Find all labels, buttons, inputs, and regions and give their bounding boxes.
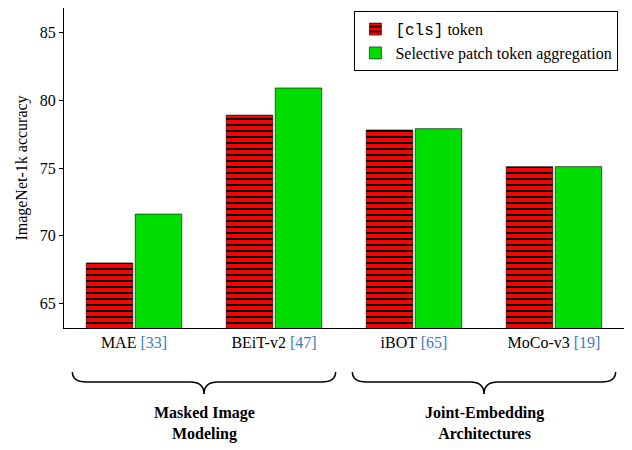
svg-text:MAE [33]: MAE [33] — [101, 334, 167, 351]
svg-text:[cls] token: [cls] token — [395, 21, 483, 40]
svg-text:Joint-EmbeddingArchitectures: Joint-EmbeddingArchitectures — [425, 404, 544, 442]
svg-text:Masked ImageModeling: Masked ImageModeling — [154, 404, 255, 443]
svg-text:ImageNet-1k accuracy: ImageNet-1k accuracy — [13, 95, 31, 240]
svg-text:75: 75 — [40, 160, 56, 177]
svg-text:65: 65 — [40, 295, 56, 312]
svg-text:iBOT [65]: iBOT [65] — [381, 334, 448, 351]
svg-text:MoCo-v3 [19]: MoCo-v3 [19] — [508, 334, 601, 351]
svg-text:80: 80 — [40, 92, 56, 109]
svg-text:Selective patch token aggregat: Selective patch token aggregation — [395, 45, 611, 63]
svg-text:BEiT-v2 [47]: BEiT-v2 [47] — [231, 334, 316, 351]
svg-text:85: 85 — [40, 24, 56, 41]
svg-text:70: 70 — [40, 227, 56, 244]
